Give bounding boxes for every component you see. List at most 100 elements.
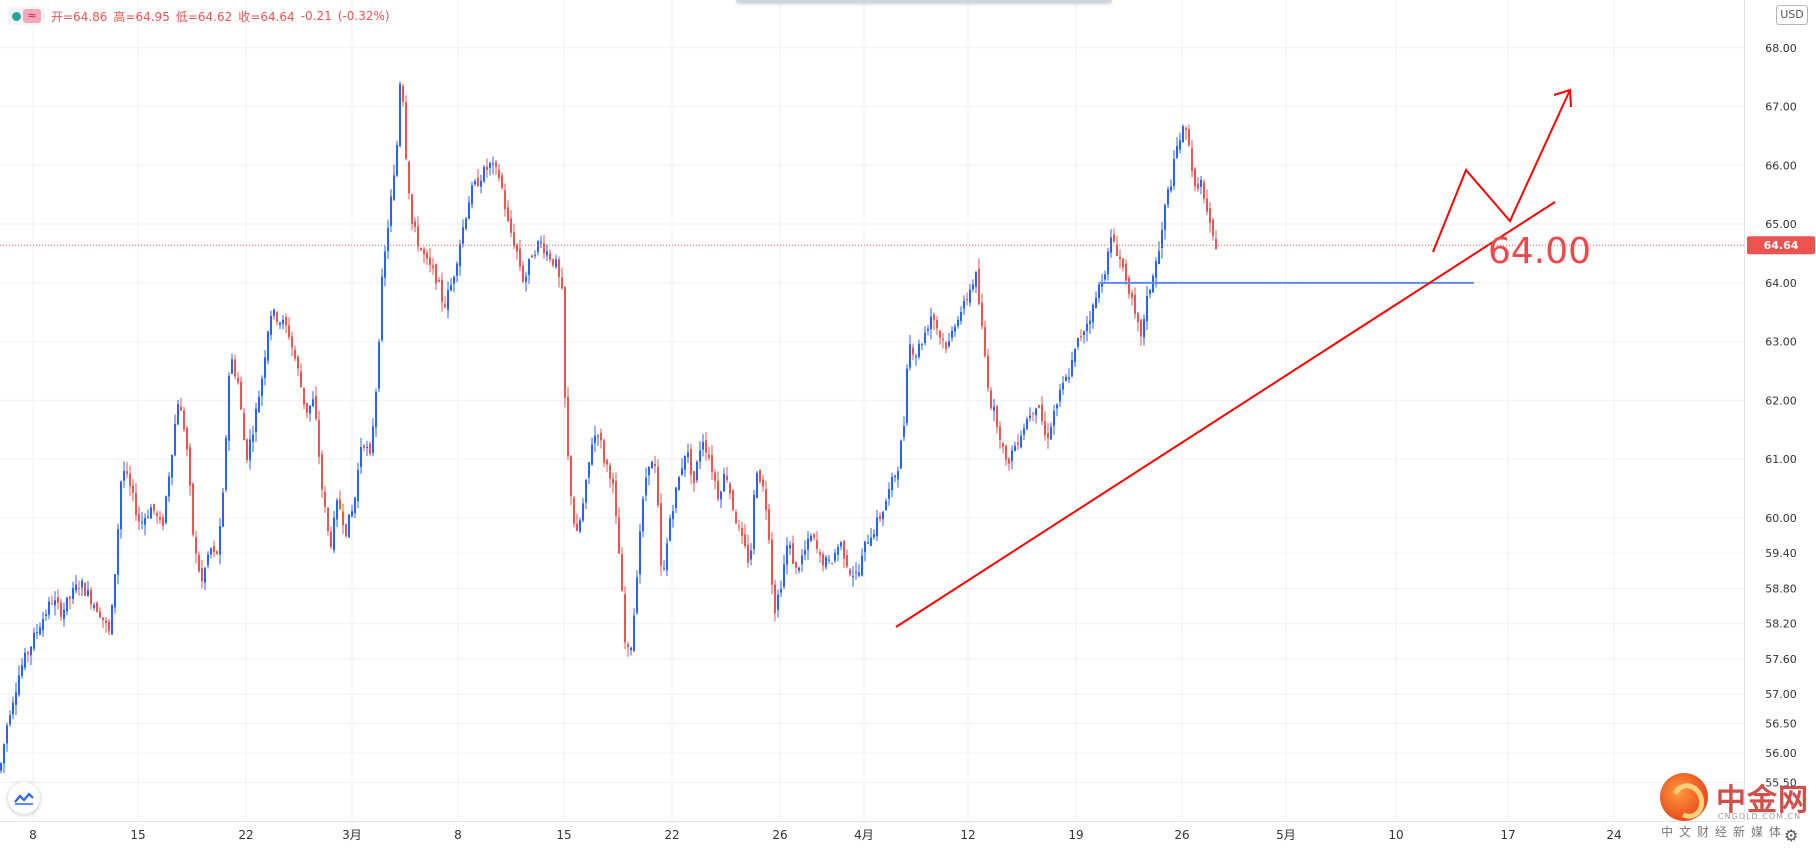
currency-badge[interactable]: USD <box>1776 5 1808 25</box>
watermark-url: CNGOLD.COM.CN <box>1718 812 1802 821</box>
ascending-trendline[interactable] <box>895 201 1556 628</box>
candle-body <box>0 763 2 771</box>
candle-body <box>111 605 113 635</box>
candle-body <box>558 259 560 277</box>
time-axis[interactable]: 8 15 22 3月 8 15 22 26 4月 12 19 26 5月 10 17 24 <box>0 821 1744 848</box>
candle-body <box>1212 219 1214 236</box>
candle-body <box>1026 419 1028 430</box>
candle-body <box>282 319 284 324</box>
candle-body <box>162 517 164 526</box>
candle-body <box>504 190 506 210</box>
candle-body <box>261 378 263 397</box>
chart-area[interactable]: 64.00 <box>0 0 1744 821</box>
candle-body <box>1176 146 1178 158</box>
candle-body <box>363 445 365 448</box>
price-tick-label: 63.00 <box>1765 336 1797 349</box>
candle-body <box>396 144 398 176</box>
candle-body <box>189 446 191 486</box>
watermark-subtitle: 中文财经新媒体 <box>1661 825 1788 839</box>
price-tick-label: 61.00 <box>1765 453 1797 466</box>
candle-body <box>465 218 467 229</box>
candle-body <box>813 534 815 538</box>
candle-body <box>519 248 521 267</box>
candle-body <box>384 251 386 278</box>
candle-body <box>543 243 545 254</box>
candle-body <box>708 455 710 458</box>
candle-body <box>171 454 173 478</box>
candle-body <box>1161 229 1163 249</box>
price-tick-label: 55.50 <box>1765 776 1797 789</box>
candle-body <box>1116 244 1118 257</box>
symbol-toggle[interactable]: ≈ <box>8 7 45 25</box>
candle-body <box>342 511 344 525</box>
candle-body <box>483 166 485 182</box>
candle-body <box>852 575 854 577</box>
candle-body <box>1143 318 1145 338</box>
candle-body <box>39 627 41 635</box>
candle-body <box>372 426 374 453</box>
wave-icon[interactable]: ≈ <box>23 9 41 23</box>
candle-body <box>855 572 857 574</box>
candle-body <box>105 620 107 623</box>
candle-body <box>951 330 953 338</box>
candle-body <box>762 479 764 487</box>
price-chart[interactable]: 64.00 <box>0 0 1744 821</box>
candle-body <box>669 518 671 541</box>
candle-body <box>42 618 44 631</box>
candle-body <box>957 319 959 327</box>
candle-body <box>1182 126 1184 142</box>
candle-body <box>48 601 50 615</box>
candle-body <box>510 218 512 233</box>
candle-body <box>645 477 647 496</box>
candle-body <box>354 497 356 513</box>
candle-body <box>795 561 797 568</box>
candle-body <box>570 456 572 497</box>
candle-body <box>711 454 713 472</box>
candle-body <box>549 253 551 260</box>
candle-body <box>219 526 221 555</box>
candle-body <box>663 567 665 569</box>
candle-body <box>357 470 359 501</box>
projection-zigzag-arrow[interactable] <box>1432 89 1571 253</box>
candle-body <box>819 552 821 555</box>
candle-body <box>78 587 80 589</box>
candle-body <box>1107 251 1109 275</box>
candle-body <box>279 322 281 325</box>
candle-body <box>306 403 308 413</box>
ohlc-change-pct: (-0.32%) <box>337 9 390 23</box>
candle-body <box>933 314 935 320</box>
candle-body <box>903 426 905 438</box>
candle-body <box>84 583 86 596</box>
candle-body <box>861 555 863 576</box>
candle-body <box>1068 377 1070 380</box>
candle-body <box>495 162 497 167</box>
candle-body <box>525 276 527 282</box>
candle-body <box>639 531 641 575</box>
candle-body <box>471 185 473 205</box>
candle-body <box>1056 404 1058 409</box>
settings-gear-icon[interactable]: ⚙ <box>1784 826 1799 845</box>
candle-body <box>696 461 698 481</box>
candle-body <box>630 647 632 651</box>
top-collapse-handle[interactable] <box>736 0 1112 3</box>
candle-body <box>1077 338 1079 347</box>
candle-body <box>984 327 986 356</box>
candle-body <box>621 554 623 591</box>
candle-body <box>1020 435 1022 448</box>
candle-body <box>1050 427 1052 440</box>
candle-body <box>1059 389 1061 402</box>
candle-body <box>837 547 839 555</box>
candle-body <box>237 377 239 383</box>
candle-body <box>276 312 278 322</box>
candle-body <box>642 498 644 532</box>
candle-body <box>198 554 200 572</box>
candle-body <box>744 534 746 546</box>
candle-body <box>1215 238 1217 250</box>
price-axis[interactable]: 68.00 67.00 66.00 65.00 64.00 63.00 62.00 61.00… <box>1744 0 1816 821</box>
candle-body <box>975 272 977 287</box>
candle-body <box>480 180 482 187</box>
price-tick-label: 57.00 <box>1765 688 1797 701</box>
candle-body <box>156 512 158 516</box>
candle-body <box>789 544 791 549</box>
tradingview-logo-icon[interactable] <box>8 782 40 814</box>
